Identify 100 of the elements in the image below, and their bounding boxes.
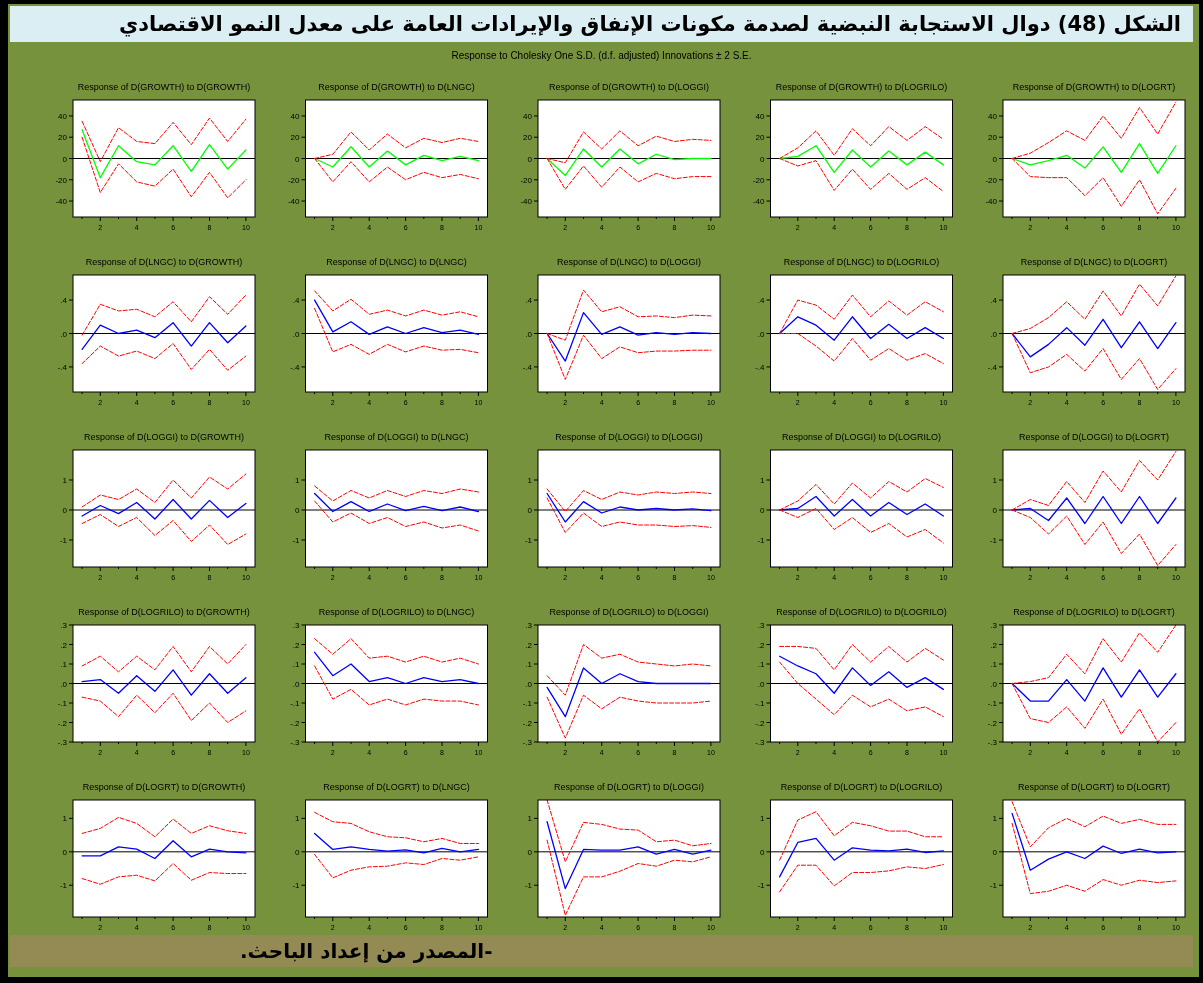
y-tick-label: -.2 — [290, 718, 301, 728]
y-tick-label: -.4 — [57, 362, 68, 372]
y-tick-label: .2 — [292, 640, 301, 650]
chart-title: Response of D(LOGGI) to D(LNGC) — [324, 432, 469, 442]
y-tick-label: 40 — [58, 111, 68, 121]
y-tick-label: -20 — [752, 175, 766, 185]
y-tick-label: .0 — [990, 329, 998, 339]
y-tick-label: 0 — [295, 847, 301, 857]
y-tick-label: -40 — [752, 197, 766, 207]
y-tick-label: .0 — [525, 329, 533, 339]
y-tick-label: 1 — [527, 476, 533, 485]
y-tick-label: 0 — [62, 506, 68, 515]
y-tick-label: .1 — [292, 660, 301, 669]
y-tick-label: -1 — [59, 881, 68, 891]
y-tick-label: 20 — [58, 133, 68, 143]
y-tick-label: 1 — [295, 814, 301, 824]
chart-title: Response of D(LNGC) to D(LOGGI) — [556, 257, 702, 267]
y-tick-label: 0 — [992, 506, 998, 515]
y-tick-label: 0 — [760, 847, 766, 857]
y-tick-label: .0 — [292, 679, 301, 689]
y-tick-label: -1 — [757, 536, 766, 545]
y-tick-label: .0 — [60, 329, 68, 339]
y-tick-label: .2 — [990, 640, 998, 650]
y-tick-label: 0 — [527, 506, 533, 515]
y-tick-label: .1 — [757, 660, 766, 669]
chart-title: Response of D(LOGGI) to D(GROWTH) — [83, 432, 245, 442]
text: Response to Cholesky One S.D. (d.f. adjusted) Innovations ± 2 S.E. — [450, 50, 753, 61]
y-tick-label: -40 — [287, 197, 301, 207]
y-tick-label: -20 — [985, 175, 998, 185]
chart-title: Response of D(LOGRILO) to D(GROWTH) — [78, 607, 250, 617]
chart-title: Response of D(LOGGI) to D(LOGRILO) — [781, 432, 942, 442]
chart-title: Response of D(LOGRILO) to D(LNGC) — [318, 607, 475, 617]
chart-title: Response of D(LOGRILO) to D(LOGRT) — [1013, 607, 1175, 617]
y-tick-label: -1 — [989, 536, 998, 545]
chart-title: Response of D(LOGRT) to D(LOGRILO) — [780, 782, 943, 792]
y-tick-label: .2 — [525, 640, 533, 650]
chart-title: Response of D(LOGRT) to D(LOGGI) — [554, 782, 704, 792]
y-tick-label: 0 — [527, 154, 533, 164]
y-tick-label: 0 — [760, 154, 766, 164]
y-tick-label: 0 — [62, 154, 68, 164]
y-tick-label: -.2 — [522, 718, 533, 728]
y-tick-label: -.4 — [987, 362, 998, 372]
y-tick-label: .4 — [292, 296, 301, 306]
text: -المصدر من إعداد الباحث. — [240, 938, 493, 965]
text: الشكل (48) دوال الاستجابة النبضية لصدمة مكونات الإنفاق والإيرادات العامة على معدل النمو الاقتصادي — [10, 6, 1193, 42]
y-tick-label: -40 — [520, 197, 533, 207]
y-tick-label: .4 — [757, 296, 766, 306]
y-tick-label: 40 — [988, 111, 998, 121]
y-tick-label: .4 — [525, 296, 533, 306]
chart-title: Response of D(LNGC) to D(LOGRT) — [1020, 257, 1168, 267]
y-tick-label: .0 — [990, 679, 998, 689]
y-tick-label: 1 — [527, 814, 533, 824]
y-tick-label: -.1 — [57, 699, 68, 708]
y-tick-label: 1 — [760, 814, 766, 824]
chart-title: Response of D(LNGC) to D(LNGC) — [326, 257, 467, 267]
chart-title: Response of D(LOGRILO) to D(LOGRILO) — [776, 607, 947, 617]
y-tick-label: -1 — [757, 881, 766, 891]
y-tick-label: -.4 — [522, 362, 533, 372]
y-tick-label: -.3 — [57, 738, 68, 747]
y-tick-label: .0 — [757, 329, 766, 339]
y-tick-label: -1 — [292, 536, 301, 545]
chart-title: Response of D(GROWTH) to D(GROWTH) — [77, 82, 251, 92]
y-tick-label: -20 — [520, 175, 533, 185]
y-tick-label: .3 — [292, 621, 301, 630]
y-tick-label: .4 — [990, 296, 998, 306]
chart-title: Response of D(LOGRT) to D(LOGRT) — [1017, 782, 1171, 792]
y-tick-label: -.1 — [290, 699, 301, 708]
y-tick-label: 1 — [295, 476, 301, 485]
y-tick-label: 40 — [755, 111, 766, 121]
y-tick-label: -1 — [292, 881, 301, 891]
y-tick-label: -.3 — [522, 738, 533, 747]
y-tick-label: .2 — [757, 640, 766, 650]
y-tick-label: .0 — [525, 679, 533, 689]
y-tick-label: .0 — [60, 679, 68, 689]
y-tick-label: 1 — [62, 476, 68, 485]
y-tick-label: .1 — [60, 660, 68, 669]
y-tick-label: .0 — [292, 329, 301, 339]
y-tick-label: .1 — [990, 660, 998, 669]
y-tick-label: -1 — [524, 881, 533, 891]
y-tick-label: 1 — [992, 814, 998, 824]
y-tick-label: .4 — [60, 296, 68, 306]
y-tick-label: -.3 — [987, 738, 998, 747]
y-tick-label: .0 — [757, 679, 766, 689]
y-tick-label: -.2 — [57, 718, 68, 728]
chart-title: Response of D(LOGGI) to D(LOGGI) — [555, 432, 703, 442]
chart-title: Response of D(GROWTH) to D(LOGRILO) — [775, 82, 948, 92]
chart-title: Response of D(LOGRT) to D(LNGC) — [323, 782, 470, 792]
chart-title: Response of D(LOGRT) to D(GROWTH) — [82, 782, 246, 792]
y-tick-label: 40 — [523, 111, 533, 121]
chart-title: Response of D(GROWTH) to D(LOGRT) — [1012, 82, 1176, 92]
y-tick-label: .3 — [757, 621, 766, 630]
chart-title: Response of D(LNGC) to D(GROWTH) — [85, 257, 243, 267]
y-tick-label: .2 — [60, 640, 68, 650]
y-tick-label: -20 — [55, 175, 68, 185]
y-tick-label: 1 — [760, 476, 766, 485]
y-tick-label: -.4 — [755, 362, 766, 372]
y-tick-label: .3 — [525, 621, 533, 630]
y-tick-label: 20 — [523, 133, 533, 143]
y-tick-label: -.2 — [987, 718, 998, 728]
chart-title: Response of D(LOGGI) to D(LOGRT) — [1019, 432, 1169, 442]
